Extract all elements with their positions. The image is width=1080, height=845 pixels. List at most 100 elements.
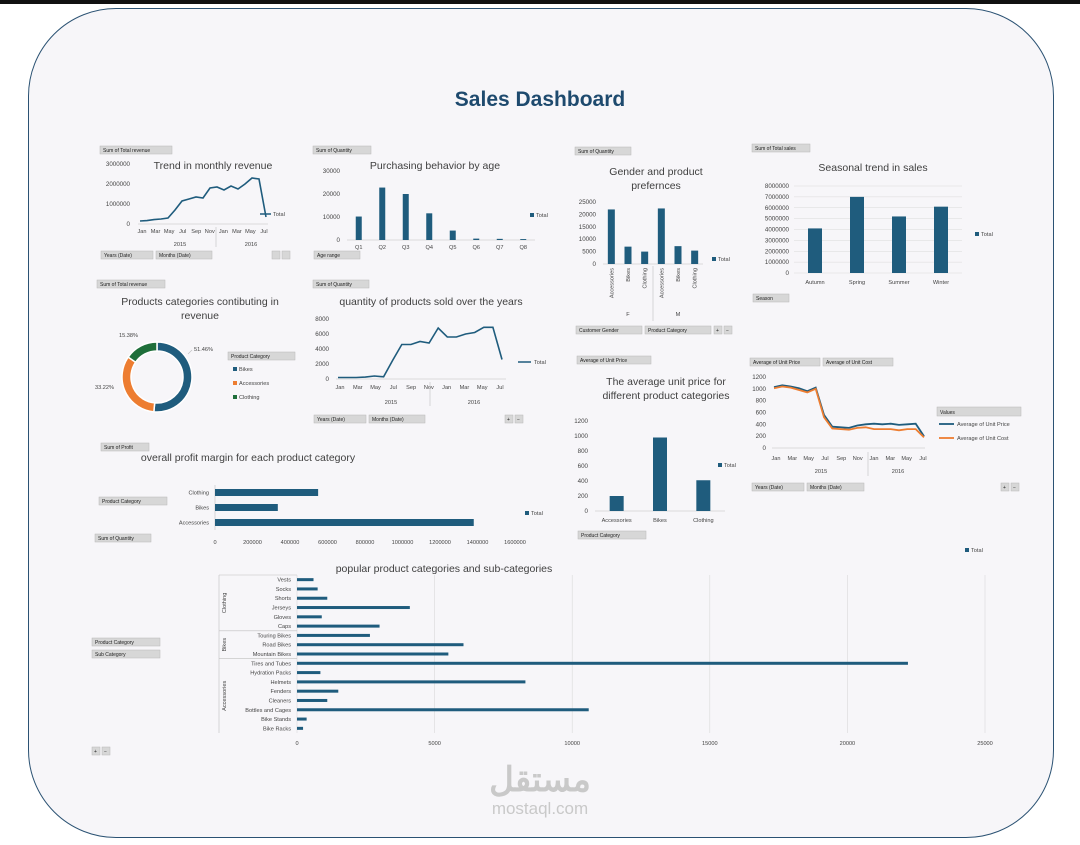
y-tick-label: 4000	[315, 346, 329, 353]
y-tick-label: 200	[578, 493, 589, 500]
x-tick-label: 0	[295, 741, 298, 747]
filter-sub-category[interactable]: Sub Category	[91, 649, 161, 659]
filter-label: Years (Date)	[104, 253, 132, 259]
slice-label: 15.38%	[119, 333, 138, 339]
filter-months[interactable]: Months (Date)	[155, 250, 213, 260]
seasonal-sales-chart: Sum of Total sales Seasonal trend in sal…	[751, 143, 993, 303]
y-tick-label: Vests	[277, 578, 291, 584]
group-label: F	[626, 312, 630, 318]
field-button-quantity[interactable]: Sum of Quantity	[312, 145, 372, 155]
x-tick-label: Accessories	[602, 518, 632, 524]
donut-slice	[153, 341, 193, 413]
filter-years[interactable]: Years (Date)	[100, 250, 154, 260]
filter-product-category[interactable]: Product Category	[91, 637, 161, 647]
expand-button[interactable]: +	[91, 746, 101, 756]
donut-slice	[127, 341, 158, 364]
field-button-total-sales[interactable]: Sum of Total sales	[751, 143, 811, 153]
top-bar	[0, 0, 1080, 4]
slice-label: 33.22%	[95, 385, 114, 391]
bar	[449, 230, 456, 240]
watermark: مستقل mostaql.com	[470, 760, 610, 818]
y-tick-label: Gloves	[274, 615, 292, 621]
legend-label: Average of Unit Cost	[957, 436, 1009, 442]
legend-swatch	[233, 381, 237, 385]
filter-label: Product Category	[95, 640, 134, 646]
collapse-button[interactable]: −	[514, 414, 524, 424]
slice-label: 51.46%	[194, 347, 213, 353]
field-button-label: Sum of Quantity	[98, 536, 134, 542]
field-button-label: Sum of Total revenue	[100, 282, 147, 288]
filter-season[interactable]: Season	[752, 293, 790, 303]
x-tick-label: Clothing	[693, 518, 714, 524]
filter-age-range[interactable]: Age range	[313, 250, 361, 260]
field-button-quantity[interactable]: Sum of Quantity	[312, 279, 370, 289]
y-tick-label: Hydration Packs	[250, 671, 291, 677]
series-line	[773, 385, 925, 438]
legend-label: Total	[718, 257, 730, 263]
filter-customer-gender[interactable]: Customer Gender	[575, 325, 643, 335]
bar	[473, 238, 480, 240]
collapse-button[interactable]: −	[101, 746, 111, 756]
x-tick-label: Summer	[888, 280, 909, 286]
expand-button[interactable]: +	[1000, 482, 1010, 492]
x-tick-label: Sep	[406, 385, 416, 391]
y-tick-label: 800	[756, 398, 767, 405]
x-tick-label: May	[370, 385, 381, 391]
filter-label: Months (Date)	[159, 253, 191, 259]
y-tick-label: 20000	[579, 211, 597, 218]
y-tick-label: 20000	[323, 191, 341, 198]
x-tick-label: Jan	[137, 229, 146, 235]
field-button-unit-price[interactable]: Average of Unit Price	[576, 355, 652, 365]
chart-title-line1: Gender and product	[609, 166, 702, 178]
filter-product-category[interactable]: Product Category	[98, 496, 168, 506]
y-tick-label: 600	[578, 463, 589, 470]
x-tick-label: Bikes	[626, 268, 632, 282]
x-tick-label: 20000	[840, 741, 856, 747]
x-tick-label: Q6	[473, 245, 480, 251]
filter-years[interactable]: Years (Date)	[751, 482, 805, 492]
bar	[297, 661, 908, 665]
y-tick-label: 15000	[579, 224, 597, 231]
field-button-profit[interactable]: Sum of Profit	[100, 442, 150, 452]
filter-years[interactable]: Years (Date)	[313, 414, 367, 424]
filter-product-category[interactable]: Product Category	[644, 325, 712, 335]
filter-months[interactable]: Months (Date)	[368, 414, 426, 424]
filter-label: Sub Category	[95, 652, 126, 658]
field-button-unit-price[interactable]: Average of Unit Price	[749, 357, 821, 367]
legend-swatch	[525, 511, 529, 515]
expand-button[interactable]: +	[504, 414, 514, 424]
collapse-button[interactable]: −	[1010, 482, 1020, 492]
filter-label: Years (Date)	[317, 417, 345, 423]
field-button-quantity-2[interactable]: Sum of Quantity	[94, 533, 152, 543]
bar	[297, 596, 328, 600]
expand-button[interactable]: +	[713, 325, 723, 335]
legend-swatch	[965, 548, 969, 552]
bar	[297, 652, 449, 656]
year-label: 2015	[385, 400, 397, 406]
x-tick-label: Sep	[191, 229, 201, 235]
filter-months[interactable]: Months (Date)	[806, 482, 865, 492]
x-tick-label: Autumn	[805, 280, 824, 286]
chart-title-line2: prefernces	[631, 180, 681, 192]
group-label: Clothing	[222, 593, 228, 614]
field-button-label: Average of Unit Price	[753, 360, 800, 366]
field-button-total-revenue[interactable]: Sum of Total revenue	[96, 279, 166, 289]
y-tick-label: 2000000	[106, 181, 131, 188]
filter-product-category[interactable]: Product Category	[577, 530, 647, 540]
y-tick-label: Shorts	[275, 596, 291, 602]
price-cost-chart: Average of Unit Price Average of Unit Co…	[749, 357, 1022, 492]
y-tick-label: 1200	[574, 418, 588, 425]
x-tick-label: Jan	[771, 456, 780, 462]
chart-title: Trend in monthly revenue	[154, 160, 273, 172]
field-button-unit-cost[interactable]: Average of Unit Cost	[822, 357, 894, 367]
field-button-quantity[interactable]: Sum of Quantity	[574, 146, 632, 156]
y-tick-label: 1200	[752, 374, 766, 381]
x-tick-label: 15000	[702, 741, 718, 747]
collapse-button[interactable]: −	[723, 325, 733, 335]
monthly-revenue-chart: Sum of Total revenue Trend in monthly re…	[99, 145, 291, 260]
field-button-total-revenue[interactable]: Sum of Total revenue	[99, 145, 173, 155]
donut-slice	[121, 356, 156, 413]
profit-margin-chart: Sum of Profit overall profit margin for …	[94, 442, 543, 546]
bar	[297, 671, 321, 675]
chart-title-line1: Products categories contibuting in	[121, 296, 279, 308]
